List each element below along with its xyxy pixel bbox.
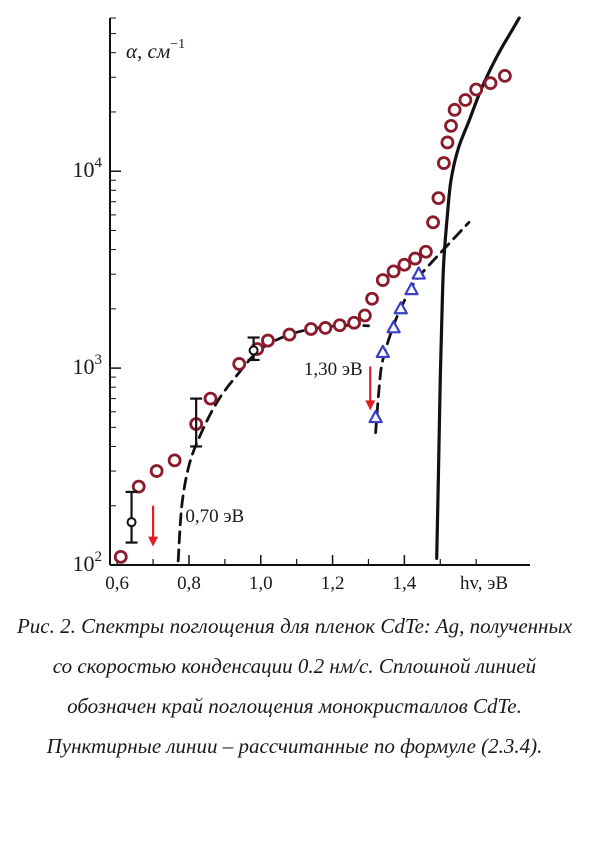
- data-point-circle: [440, 135, 455, 150]
- data-point-circle: [483, 76, 498, 91]
- data-point-circle: [261, 333, 275, 348]
- absorption-spectrum-chart: 0,6 0,8 1,0 1,2 1,4 102 103 104 hv, эВ α, см−1 0,7…: [73, 16, 530, 594]
- data-point-circle: [113, 549, 128, 564]
- x-tick-label: 1,0: [249, 573, 273, 594]
- y-tick-label: 102: [73, 549, 103, 576]
- data-point-circle: [436, 156, 451, 170]
- arrow-head: [365, 400, 376, 411]
- solid-curve: [435, 16, 521, 560]
- data-point-circle: [444, 118, 458, 133]
- data-point-circle: [431, 191, 446, 206]
- data-point-triangle: [404, 282, 419, 296]
- y-tick-label: 104: [73, 155, 103, 182]
- data-point-triangle: [393, 301, 408, 315]
- data-point-circle: [232, 357, 247, 371]
- data-point-triangle: [386, 320, 401, 334]
- data-point-circle: [447, 102, 462, 117]
- markers-layer: [113, 68, 512, 564]
- x-tick-label: 1,2: [321, 573, 345, 594]
- data-point-circle: [408, 251, 423, 266]
- data-point-circle: [167, 453, 182, 468]
- x-tick-label: 0,6: [105, 573, 129, 594]
- data-point-circle: [469, 82, 484, 97]
- data-point-triangle: [375, 344, 390, 359]
- data-point-circle: [318, 321, 333, 335]
- data-point-circle: [458, 93, 473, 107]
- data-point-circle: [426, 215, 440, 230]
- data-point-circle: [397, 257, 412, 272]
- data-point-circle: [203, 391, 218, 406]
- data-point-circle: [332, 318, 347, 333]
- annotation-label: 1,30 эВ: [304, 359, 363, 380]
- data-point-circle: [365, 291, 379, 306]
- data-point-triangle: [411, 266, 426, 280]
- dashed-curve-6: [374, 220, 471, 435]
- data-point-circle: [386, 264, 401, 279]
- figure-caption: Рис. 2. Спектры поглощения для пленок Cd…: [16, 614, 573, 758]
- data-point-circle: [282, 327, 297, 342]
- y-axis-label: α, см−1: [126, 37, 185, 63]
- annotation-label: 0,70 эВ: [185, 506, 244, 527]
- data-point-circle: [347, 315, 362, 330]
- data-point-circle: [375, 273, 390, 287]
- data-point-circle: [357, 308, 372, 323]
- labels-layer: 0,6 0,8 1,0 1,2 1,4 102 103 104 hv, эВ α, см−1 0,7…: [73, 37, 509, 594]
- y-tick-label: 103: [73, 352, 103, 379]
- x-tick-label: 0,8: [177, 573, 201, 594]
- data-point-open-circle: [248, 345, 259, 356]
- x-tick-label: 1,4: [392, 573, 416, 594]
- data-point-circle: [497, 68, 512, 83]
- data-point-circle: [418, 244, 433, 259]
- data-point-circle: [304, 322, 318, 336]
- data-point-triangle: [368, 409, 383, 424]
- arrow-head: [148, 536, 159, 547]
- data-point-open-circle: [126, 517, 137, 528]
- data-point-circle: [149, 464, 164, 478]
- data-point-circle: [131, 479, 146, 494]
- x-axis-label: hv, эВ: [460, 573, 508, 594]
